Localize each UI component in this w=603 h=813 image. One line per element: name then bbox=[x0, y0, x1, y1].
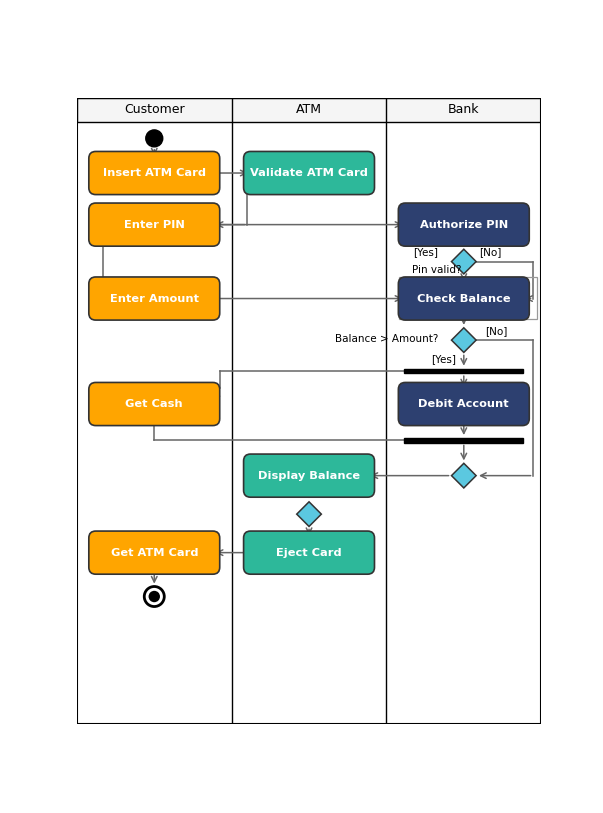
Text: [No]: [No] bbox=[479, 247, 502, 258]
FancyBboxPatch shape bbox=[399, 203, 529, 246]
Text: Insert ATM Card: Insert ATM Card bbox=[103, 168, 206, 178]
Text: Get Cash: Get Cash bbox=[125, 399, 183, 409]
Text: Validate ATM Card: Validate ATM Card bbox=[250, 168, 368, 178]
FancyBboxPatch shape bbox=[244, 531, 374, 574]
Circle shape bbox=[148, 591, 160, 602]
Text: Bank: Bank bbox=[448, 103, 479, 116]
Polygon shape bbox=[452, 328, 476, 352]
Circle shape bbox=[146, 130, 163, 147]
Text: Enter Amount: Enter Amount bbox=[110, 293, 199, 303]
Text: Authorize PIN: Authorize PIN bbox=[420, 220, 508, 229]
Text: [Yes]: [Yes] bbox=[413, 247, 438, 258]
FancyBboxPatch shape bbox=[244, 454, 374, 498]
Bar bbox=[404, 438, 523, 442]
Text: Eject Card: Eject Card bbox=[276, 548, 342, 558]
FancyBboxPatch shape bbox=[89, 531, 219, 574]
Text: [No]: [No] bbox=[485, 326, 507, 336]
Text: Check Balance: Check Balance bbox=[417, 293, 511, 303]
Polygon shape bbox=[452, 250, 476, 274]
FancyBboxPatch shape bbox=[399, 382, 529, 425]
Text: Get ATM Card: Get ATM Card bbox=[110, 548, 198, 558]
Bar bbox=[77, 98, 541, 122]
Text: Debit Account: Debit Account bbox=[418, 399, 509, 409]
Polygon shape bbox=[452, 463, 476, 488]
Circle shape bbox=[144, 586, 164, 606]
FancyBboxPatch shape bbox=[89, 277, 219, 320]
Text: [Yes]: [Yes] bbox=[431, 354, 456, 364]
Text: Balance > Amount?: Balance > Amount? bbox=[335, 333, 438, 344]
FancyBboxPatch shape bbox=[399, 277, 529, 320]
Text: ATM: ATM bbox=[296, 103, 322, 116]
Polygon shape bbox=[297, 502, 321, 527]
Text: Display Balance: Display Balance bbox=[258, 471, 360, 480]
Bar bbox=[404, 368, 523, 373]
Text: Customer: Customer bbox=[124, 103, 185, 116]
Bar bbox=[399, 277, 537, 319]
FancyBboxPatch shape bbox=[89, 203, 219, 246]
FancyBboxPatch shape bbox=[244, 151, 374, 194]
Text: Pin valid?: Pin valid? bbox=[412, 265, 462, 275]
Text: Enter PIN: Enter PIN bbox=[124, 220, 185, 229]
FancyBboxPatch shape bbox=[89, 151, 219, 194]
FancyBboxPatch shape bbox=[89, 382, 219, 425]
